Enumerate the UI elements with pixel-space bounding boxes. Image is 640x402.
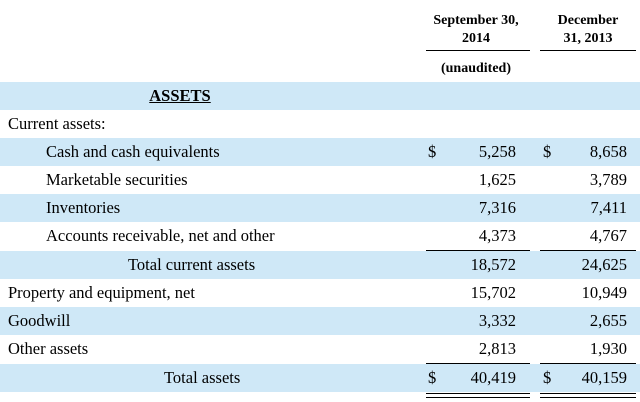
- table-row: Other assets 2,813 1,930: [0, 335, 640, 363]
- column-header-rule-b: [540, 50, 636, 51]
- table-row: Goodwill 3,332 2,655: [0, 307, 640, 335]
- value-dec-2013: 1,930: [589, 339, 627, 358]
- currency-symbol: $: [428, 368, 437, 387]
- value-sep-2014: 3,332: [478, 311, 516, 330]
- value-dec-2013: 7,411: [590, 198, 627, 217]
- row-label: Marketable securities: [46, 170, 188, 189]
- row-label: Cash and cash equivalents: [46, 142, 220, 161]
- value-dec-2013: 10,949: [581, 283, 627, 302]
- unaudited-label: (unaudited): [440, 61, 512, 76]
- row-label: Goodwill: [8, 311, 71, 330]
- value-sep-2014: 2,813: [478, 339, 516, 358]
- table-row: Accounts receivable, net and other 4,373…: [0, 222, 640, 250]
- column-header-rule-a: [426, 50, 530, 51]
- assets-heading: ASSETS: [149, 86, 211, 105]
- subtotal-rule-b: [540, 250, 636, 251]
- table-row: Inventories 7,316 7,411: [0, 194, 640, 222]
- value-sep-2014: 1,625: [478, 170, 516, 189]
- value-sep-2014: 4,373: [478, 226, 516, 245]
- currency-symbol: $: [543, 142, 552, 161]
- table-row: Marketable securities 1,625 3,789: [0, 166, 640, 194]
- value-dec-2013: 24,625: [581, 255, 627, 274]
- table-row: Total current assets 18,572 24,625: [0, 251, 640, 279]
- row-label: Total current assets: [128, 255, 256, 274]
- subtotal-rule-a: [426, 250, 530, 251]
- column-header-dec-line1: December: [557, 13, 619, 28]
- double-rule-a: [426, 393, 530, 398]
- column-header-dec-2013: December 31, 2013: [540, 12, 636, 48]
- value-dec-2013: 2,655: [589, 311, 627, 330]
- total-rule-b: [540, 363, 636, 364]
- column-header-sep-2014: September 30, 2014: [418, 12, 534, 48]
- row-label: Current assets:: [8, 114, 106, 133]
- value-sep-2014: 40,419: [470, 368, 516, 387]
- double-rule-b: [540, 393, 636, 398]
- row-label: Property and equipment, net: [8, 283, 195, 302]
- row-label: Inventories: [46, 198, 121, 217]
- value-sep-2014: 15,702: [470, 283, 516, 302]
- total-rule-a: [426, 363, 530, 364]
- value-sep-2014: 7,316: [478, 198, 516, 217]
- row-label: Total assets: [164, 368, 241, 387]
- value-dec-2013: 40,159: [581, 368, 627, 387]
- table-row: Current assets:: [0, 110, 640, 138]
- column-header-sep-line1: September 30,: [433, 13, 519, 28]
- value-dec-2013: 8,658: [589, 142, 627, 161]
- column-header-sep-line2: 2014: [462, 31, 490, 46]
- table-row: Property and equipment, net 15,702 10,94…: [0, 279, 640, 307]
- row-label: Accounts receivable, net and other: [46, 226, 275, 245]
- column-header-dec-line2: 31, 2013: [563, 31, 613, 46]
- value-dec-2013: 4,767: [589, 226, 627, 245]
- row-label: Other assets: [8, 339, 89, 358]
- value-sep-2014: 18,572: [470, 255, 516, 274]
- value-sep-2014: 5,258: [478, 142, 516, 161]
- currency-symbol: $: [428, 142, 437, 161]
- assets-heading-row: ASSETS: [0, 82, 640, 110]
- table-row: Cash and cash equivalents $ 5,258 $ 8,65…: [0, 138, 640, 166]
- value-dec-2013: 3,789: [589, 170, 627, 189]
- table-row: Total assets $ 40,419 $ 40,159: [0, 364, 640, 392]
- currency-symbol: $: [543, 368, 552, 387]
